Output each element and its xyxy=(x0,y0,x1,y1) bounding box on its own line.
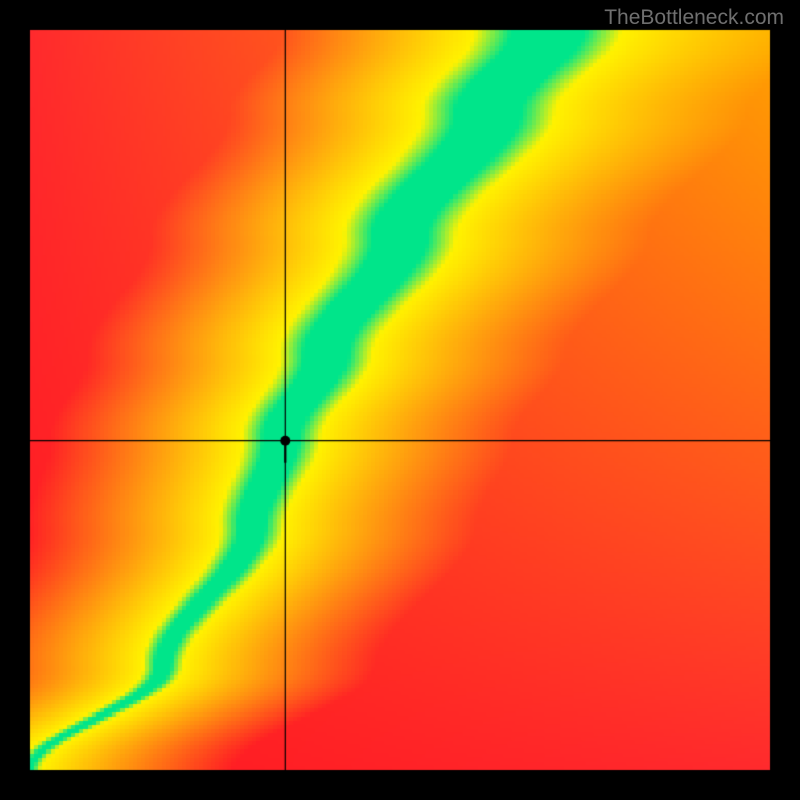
heatmap-canvas xyxy=(0,0,800,800)
chart-container: TheBottleneck.com xyxy=(0,0,800,800)
watermark-text: TheBottleneck.com xyxy=(604,6,784,30)
